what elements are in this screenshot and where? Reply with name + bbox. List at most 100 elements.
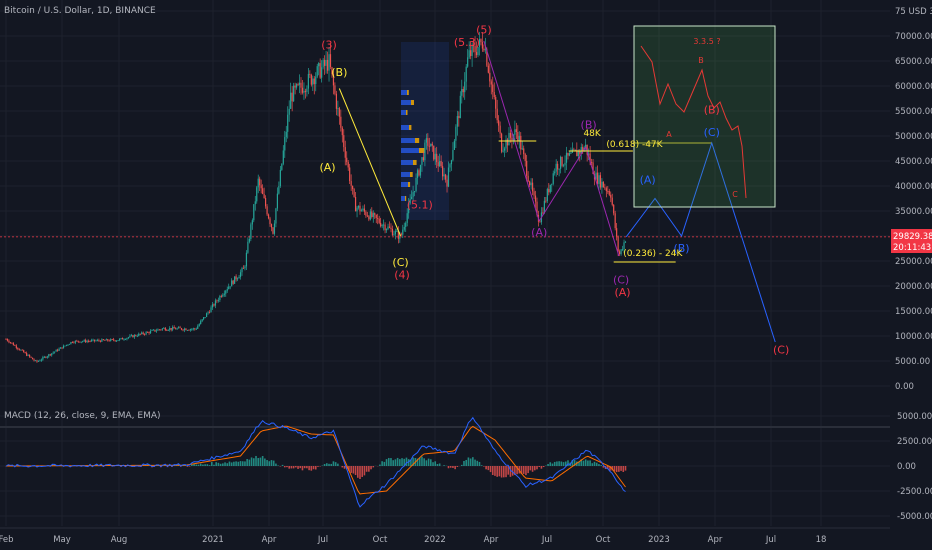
wave-a-trendline[interactable] (483, 40, 540, 222)
candle-body (568, 153, 571, 156)
macd-histogram-bar (182, 465, 184, 466)
macd-histogram-bar (387, 457, 390, 466)
candle-body (534, 195, 537, 202)
macd-histogram-bar (295, 466, 297, 468)
macd-histogram-bar (587, 460, 589, 466)
macd-histogram-bar (465, 459, 467, 466)
candle-body (579, 150, 581, 154)
candle-body (70, 342, 72, 345)
candle-body (275, 208, 277, 224)
candle-body (263, 194, 265, 199)
candle-body (55, 349, 57, 352)
candle-body (425, 138, 427, 143)
candle-body (400, 233, 402, 235)
candle-body (620, 249, 622, 255)
macd-histogram-bar (199, 463, 202, 466)
candle-body (595, 172, 597, 180)
candle-body (43, 356, 45, 358)
candle-body (515, 129, 517, 133)
candle-body (325, 59, 327, 66)
macd-histogram-bar (268, 461, 271, 466)
wave-label: (5.1) (407, 199, 433, 212)
time-axis[interactable]: Feb May Aug 2021 Apr Jul Oct 2022 Apr Jul Oct 2023 A… (0, 527, 890, 545)
candle-body (151, 330, 153, 331)
price-tick-label: 5000.00 (895, 357, 930, 367)
time-tick-label: 2023 (648, 535, 670, 545)
candle-body (88, 341, 90, 342)
macd-histogram-bar (250, 457, 253, 466)
candle-body (408, 203, 410, 214)
macd-histogram-bar (467, 457, 470, 466)
macd-histogram-bar (348, 466, 350, 472)
signal-line (5, 425, 626, 495)
wave-label: (5) (476, 24, 492, 37)
macd-histogram-bar (522, 466, 525, 474)
candle-body (207, 312, 209, 314)
wave-c-trendline-purple[interactable] (585, 146, 620, 257)
candle-body (126, 338, 128, 340)
candle-body (163, 327, 165, 329)
macd-histogram-bar (299, 466, 302, 469)
candle-body (551, 183, 553, 185)
macd-histogram-bar (222, 463, 224, 466)
macd-histogram-bar (483, 466, 485, 467)
macd-histogram-bar (436, 463, 439, 466)
inset-frame (633, 25, 776, 208)
candle-body (54, 351, 56, 353)
symbol-title: Bitcoin / U.S. Dollar, 1D, BINANCE (4, 6, 156, 16)
candle-body (567, 152, 569, 156)
macd-histogram-bar (602, 466, 605, 468)
candle-body (120, 338, 122, 339)
candle-body (239, 272, 242, 277)
candle-body (596, 172, 599, 185)
candle-body (324, 59, 326, 66)
candle-body (413, 191, 416, 193)
macd-histogram-bar (516, 466, 518, 475)
candle-body (601, 181, 603, 188)
macd-histogram-bar (403, 458, 406, 466)
candle-body (306, 88, 308, 92)
candle-body (490, 81, 492, 85)
candle-body (301, 87, 304, 93)
wave-b-trendline[interactable] (338, 88, 402, 237)
candle-body (344, 147, 346, 158)
macd-tick-label: 2500.00 (897, 437, 932, 447)
wave-b-trendline-purple[interactable] (538, 146, 587, 222)
candle-body (390, 227, 392, 229)
candle-body (340, 116, 342, 128)
macd-histogram-bar (624, 466, 627, 471)
macd-histogram-bar (447, 466, 450, 469)
candle-body (431, 143, 433, 146)
volume-profile-bar (401, 182, 408, 187)
level-labels: 48K (0.618) -47K (0.236) - 24K (583, 129, 683, 259)
macd-histogram-bar (352, 466, 355, 474)
candle-body (65, 344, 68, 346)
macd-line (5, 416, 626, 508)
candle-body (77, 340, 79, 342)
inset-label: 3.3.5 ? (693, 37, 720, 46)
candle-body (363, 208, 366, 212)
macd-histogram-bar (456, 466, 459, 467)
candle-body (62, 345, 65, 349)
price-tick-label: 40000.00 (895, 182, 932, 192)
price-tick-label: 50000.00 (895, 132, 932, 142)
volume-profile-bar-alt (409, 125, 412, 130)
macd-histogram-bar (463, 460, 465, 466)
macd-histogram-bar (328, 463, 330, 466)
macd-histogram-bar (410, 459, 412, 466)
macd-axis[interactable]: 5000.00 2500.00 0.00 -2500.00 -5000.00 (897, 412, 932, 522)
macd-histogram-bar (449, 466, 452, 468)
volume-profile-bar-alt (413, 160, 417, 165)
projection-path[interactable] (625, 141, 776, 343)
candle-body (338, 108, 340, 117)
macd-histogram-bar (607, 466, 609, 470)
candle-body (20, 349, 22, 351)
candle-body (235, 276, 237, 280)
macd-histogram-bar (401, 458, 403, 466)
macd-histogram-bar (314, 466, 317, 470)
time-tick-label: May (53, 535, 71, 545)
candle-body (290, 92, 292, 109)
candle-body (440, 161, 442, 167)
macd-histogram-bar (381, 461, 383, 466)
